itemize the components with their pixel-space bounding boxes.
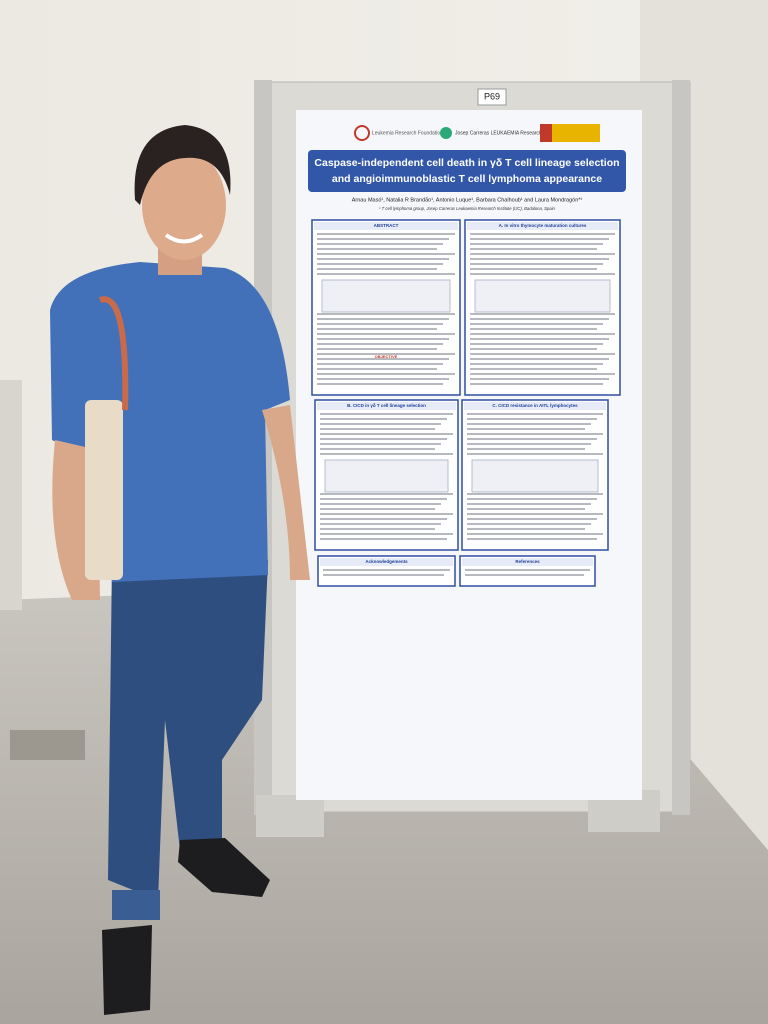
logo-icon	[354, 125, 370, 141]
authors: Arnau Masó¹, Natalia R Brandão¹, Antonio…	[352, 197, 583, 203]
left-panel	[0, 380, 22, 610]
section-title: ABSTRACT	[374, 223, 399, 228]
figure	[321, 279, 451, 313]
arm	[262, 405, 310, 580]
logo-text: Leukemia Research Foundation	[372, 130, 443, 136]
face	[142, 150, 226, 260]
person	[50, 125, 310, 1015]
section-header	[462, 558, 593, 566]
bag-strap	[98, 296, 129, 411]
board-number-tag	[477, 88, 507, 106]
section-header	[464, 402, 606, 410]
poster-title: and angioimmunoblastic T cell lymphoma a…	[332, 173, 602, 185]
smile	[164, 233, 204, 244]
floor-grate	[10, 730, 85, 760]
section-title: Acknowledgements	[365, 559, 408, 564]
hair	[134, 125, 231, 205]
section-title: C. CICD resistance in AITL lymphocytes	[492, 403, 578, 408]
shoe	[102, 925, 152, 1015]
objective: OBJECTIVE	[375, 354, 398, 359]
section-title: A. In vitro thymocyte maturation culture…	[499, 223, 587, 228]
figure	[324, 459, 449, 493]
poster-sections: ABSTRACT A. In vitro thymocyte maturation…	[311, 219, 621, 587]
figure	[471, 459, 599, 493]
shoe	[178, 838, 270, 897]
section-header	[314, 222, 458, 230]
board-number: P69	[484, 91, 500, 101]
affiliation: ¹ T cell lymphoma group, Josep Carreras …	[379, 206, 555, 211]
poster-title: Caspase-independent cell death in γδ T c…	[314, 157, 619, 169]
figure	[474, 279, 611, 313]
logo-icon	[440, 127, 452, 139]
logo-text: Josep Carreras LEUKAEMIA Research Instit…	[455, 130, 561, 136]
tote-bag	[85, 400, 123, 580]
section-header	[467, 222, 618, 230]
jeans-cuff	[112, 890, 160, 920]
section-title: References	[515, 559, 540, 564]
section-title: B. CICD in γδ T cell lineage selection	[347, 403, 426, 408]
section-header	[320, 558, 453, 566]
logo-flag	[540, 124, 600, 142]
jeans	[108, 560, 268, 900]
board-post	[672, 80, 690, 815]
title-box	[308, 150, 626, 192]
logo-flag	[540, 124, 552, 142]
board-foot	[256, 795, 324, 837]
section-header	[317, 402, 456, 410]
